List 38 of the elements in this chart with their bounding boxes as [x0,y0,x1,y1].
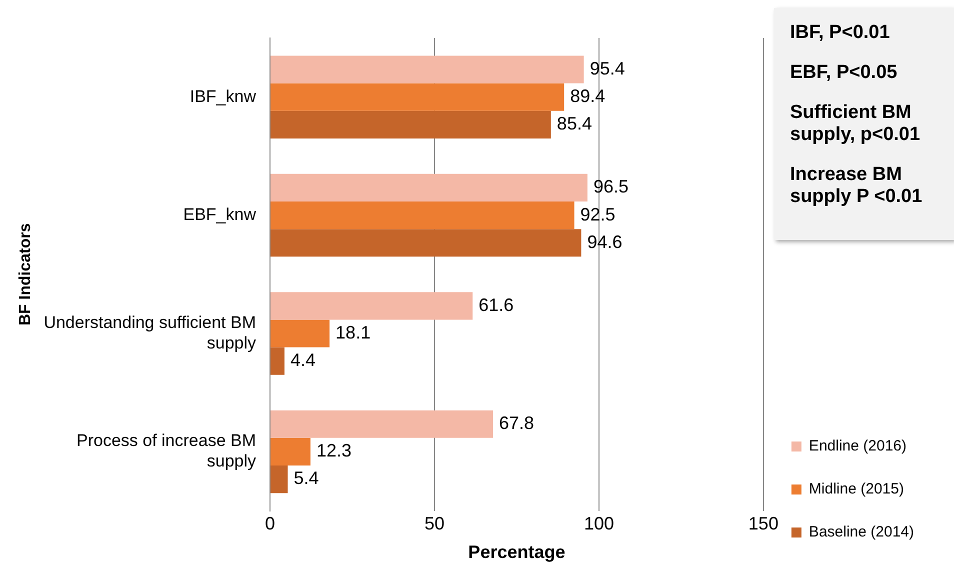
text-panel: IBF, P<0.01 EBF, P<0.05 Sufficient BM supply, p<0.01 Increase BM supply P <0.01 [774,8,954,240]
bar [270,83,564,111]
bar [270,229,582,257]
y-axis-title: BF Indicators [17,223,34,326]
data-label: 92.5 [580,204,616,224]
x-tick-label: 0 [264,514,276,534]
bar [270,347,284,375]
data-label: 67.8 [499,413,534,434]
data-label: 18.1 [336,322,371,342]
bar [270,292,473,320]
data-label: 85.4 [556,114,592,134]
x-tick-label: 150 [748,514,778,534]
bar [270,56,584,84]
x-tick-label: 100 [584,514,614,534]
bar [270,465,288,494]
data-label: 61.6 [478,294,514,315]
data-label: 89.4 [570,86,606,106]
data-label: 94.6 [587,232,622,252]
x-tick-label: 50 [424,514,444,534]
y-tick-label: EBF_knw [183,204,257,224]
data-label: 95.4 [590,58,625,78]
data-label: 96.5 [593,176,628,197]
data-label: 5.4 [294,468,319,488]
y-tick-label: IBF_knw [190,86,257,106]
legend-label: Endline (2016) [808,438,907,455]
y-tick-label: Understanding sufficient BM supply [44,312,256,352]
legend-label: Midline (2015) [808,480,904,498]
y-tick-label: Process of increase BM supply [76,431,256,471]
legend-label: Baseline (2014) [808,524,914,541]
x-axis-title: Percentage [468,542,566,562]
bar [270,438,310,466]
bar [270,410,494,438]
bar [270,320,330,348]
data-label: 4.4 [290,350,316,370]
bar [270,202,574,230]
bar [270,174,588,202]
data-label: 12.3 [316,440,352,461]
bar [270,110,551,138]
